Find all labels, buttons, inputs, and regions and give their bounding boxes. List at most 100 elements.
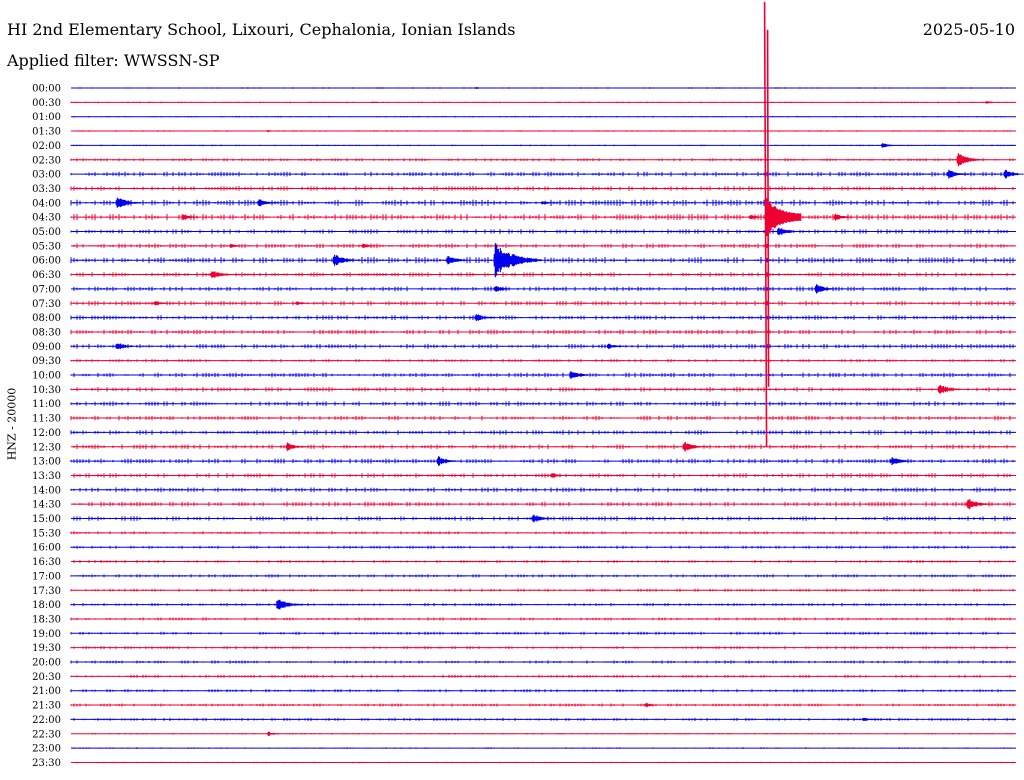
noise-trace [70,660,1014,664]
row-time-label: 21:30 [32,701,61,712]
noise-trace [70,171,1014,177]
row-time-label: 05:30 [32,241,61,252]
noise-trace [70,144,1014,147]
row-time-label: 15:00 [32,514,61,525]
row-time-label: 04:00 [32,198,61,209]
noise-trace [73,115,1005,118]
noise-trace [70,101,1014,104]
noise-trace [70,343,1014,349]
seismic-event [115,343,137,350]
row-time-label: 16:00 [32,543,61,554]
seismic-event [937,385,962,394]
seismic-event [210,271,234,278]
row-time-label: 22:00 [32,715,61,726]
seismic-event [985,101,1002,104]
noise-trace [70,487,1011,493]
noise-trace [73,501,1014,507]
seismic-event [474,314,496,321]
noise-trace [70,588,1014,592]
seismic-event [682,442,707,452]
row-time-label: 08:30 [32,327,61,338]
noise-trace [73,473,1014,478]
row-time-label: 02:30 [32,155,61,166]
noise-trace [70,401,1014,407]
row-time-label: 00:00 [32,84,61,95]
row-time-label: 21:00 [32,686,61,697]
row-time-label: 22:30 [32,729,61,740]
row-time-label: 18:00 [32,600,61,611]
seismic-event [229,243,247,248]
noise-trace [70,372,1011,378]
seismic-event [956,153,984,167]
seismic-event [115,197,141,208]
row-time-label: 17:00 [32,571,61,582]
row-time-label: 20:30 [32,672,61,683]
seismic-event [881,143,900,148]
noise-trace [70,430,1014,435]
noise-trace [70,272,1014,277]
seismic-event [257,199,279,207]
noise-trace [70,158,1014,162]
row-time-label: 04:30 [32,213,61,224]
seismic-event [266,731,284,736]
row-time-label: 02:00 [32,141,61,152]
seismic-event [607,343,626,349]
row-time-label: 14:00 [32,485,61,496]
row-time-label: 05:00 [32,227,61,238]
noise-trace [73,516,1014,521]
noise-trace [70,359,1014,363]
seismic-event [266,130,281,133]
noise-trace [70,300,1014,306]
row-time-label: 12:00 [32,428,61,439]
seismic-event [474,87,489,89]
row-time-label: 18:30 [32,614,61,625]
noise-trace [70,545,1014,549]
seismic-event [947,169,971,179]
row-time-label: 10:30 [32,385,61,396]
row-time-label: 03:30 [32,184,61,195]
filter-label: Applied filter: WWSSN-SP [7,51,220,70]
seismic-event [370,101,385,104]
seismic-event [333,254,359,266]
row-time-label: 10:00 [32,371,61,382]
row-time-label: 12:30 [32,442,61,453]
noise-trace [70,458,1014,464]
row-time-label: 01:00 [32,112,61,123]
noise-trace [70,689,1014,693]
noise-trace [70,617,1011,621]
seismic-event [862,717,880,721]
seismic-event [815,284,839,294]
noise-trace [70,199,1014,206]
seismic-event [966,499,992,510]
noise-trace [70,186,1014,191]
seismic-event [361,243,380,248]
row-time-label: 07:00 [32,284,61,295]
row-time-label: 14:30 [32,500,61,511]
noise-trace [70,574,1014,578]
row-time-label: 13:00 [32,457,61,468]
noise-trace [70,674,1011,678]
row-time-label: 08:00 [32,313,61,324]
row-time-label: 11:00 [32,399,61,410]
row-time-label: 09:00 [32,342,61,353]
mainshock-coda [765,198,802,237]
noise-trace [70,415,1014,421]
noise-trace [76,761,1014,764]
seismic-event [644,702,662,708]
row-time-label: 11:30 [32,414,61,425]
noise-trace [70,315,1014,320]
seismic-event [493,243,542,278]
seismic-event [181,214,202,220]
seismic-event [833,213,856,221]
noise-trace [70,387,1011,392]
noise-trace [79,87,1008,89]
row-time-label: 07:30 [32,299,61,310]
noise-trace [91,733,1014,735]
seismic-event [153,301,172,306]
seismic-event [550,473,569,478]
row-time-label: 06:00 [32,256,61,267]
row-time-label: 19:30 [32,643,61,654]
seismic-event [295,301,313,306]
chart-date: 2025-05-10 [922,20,1015,39]
